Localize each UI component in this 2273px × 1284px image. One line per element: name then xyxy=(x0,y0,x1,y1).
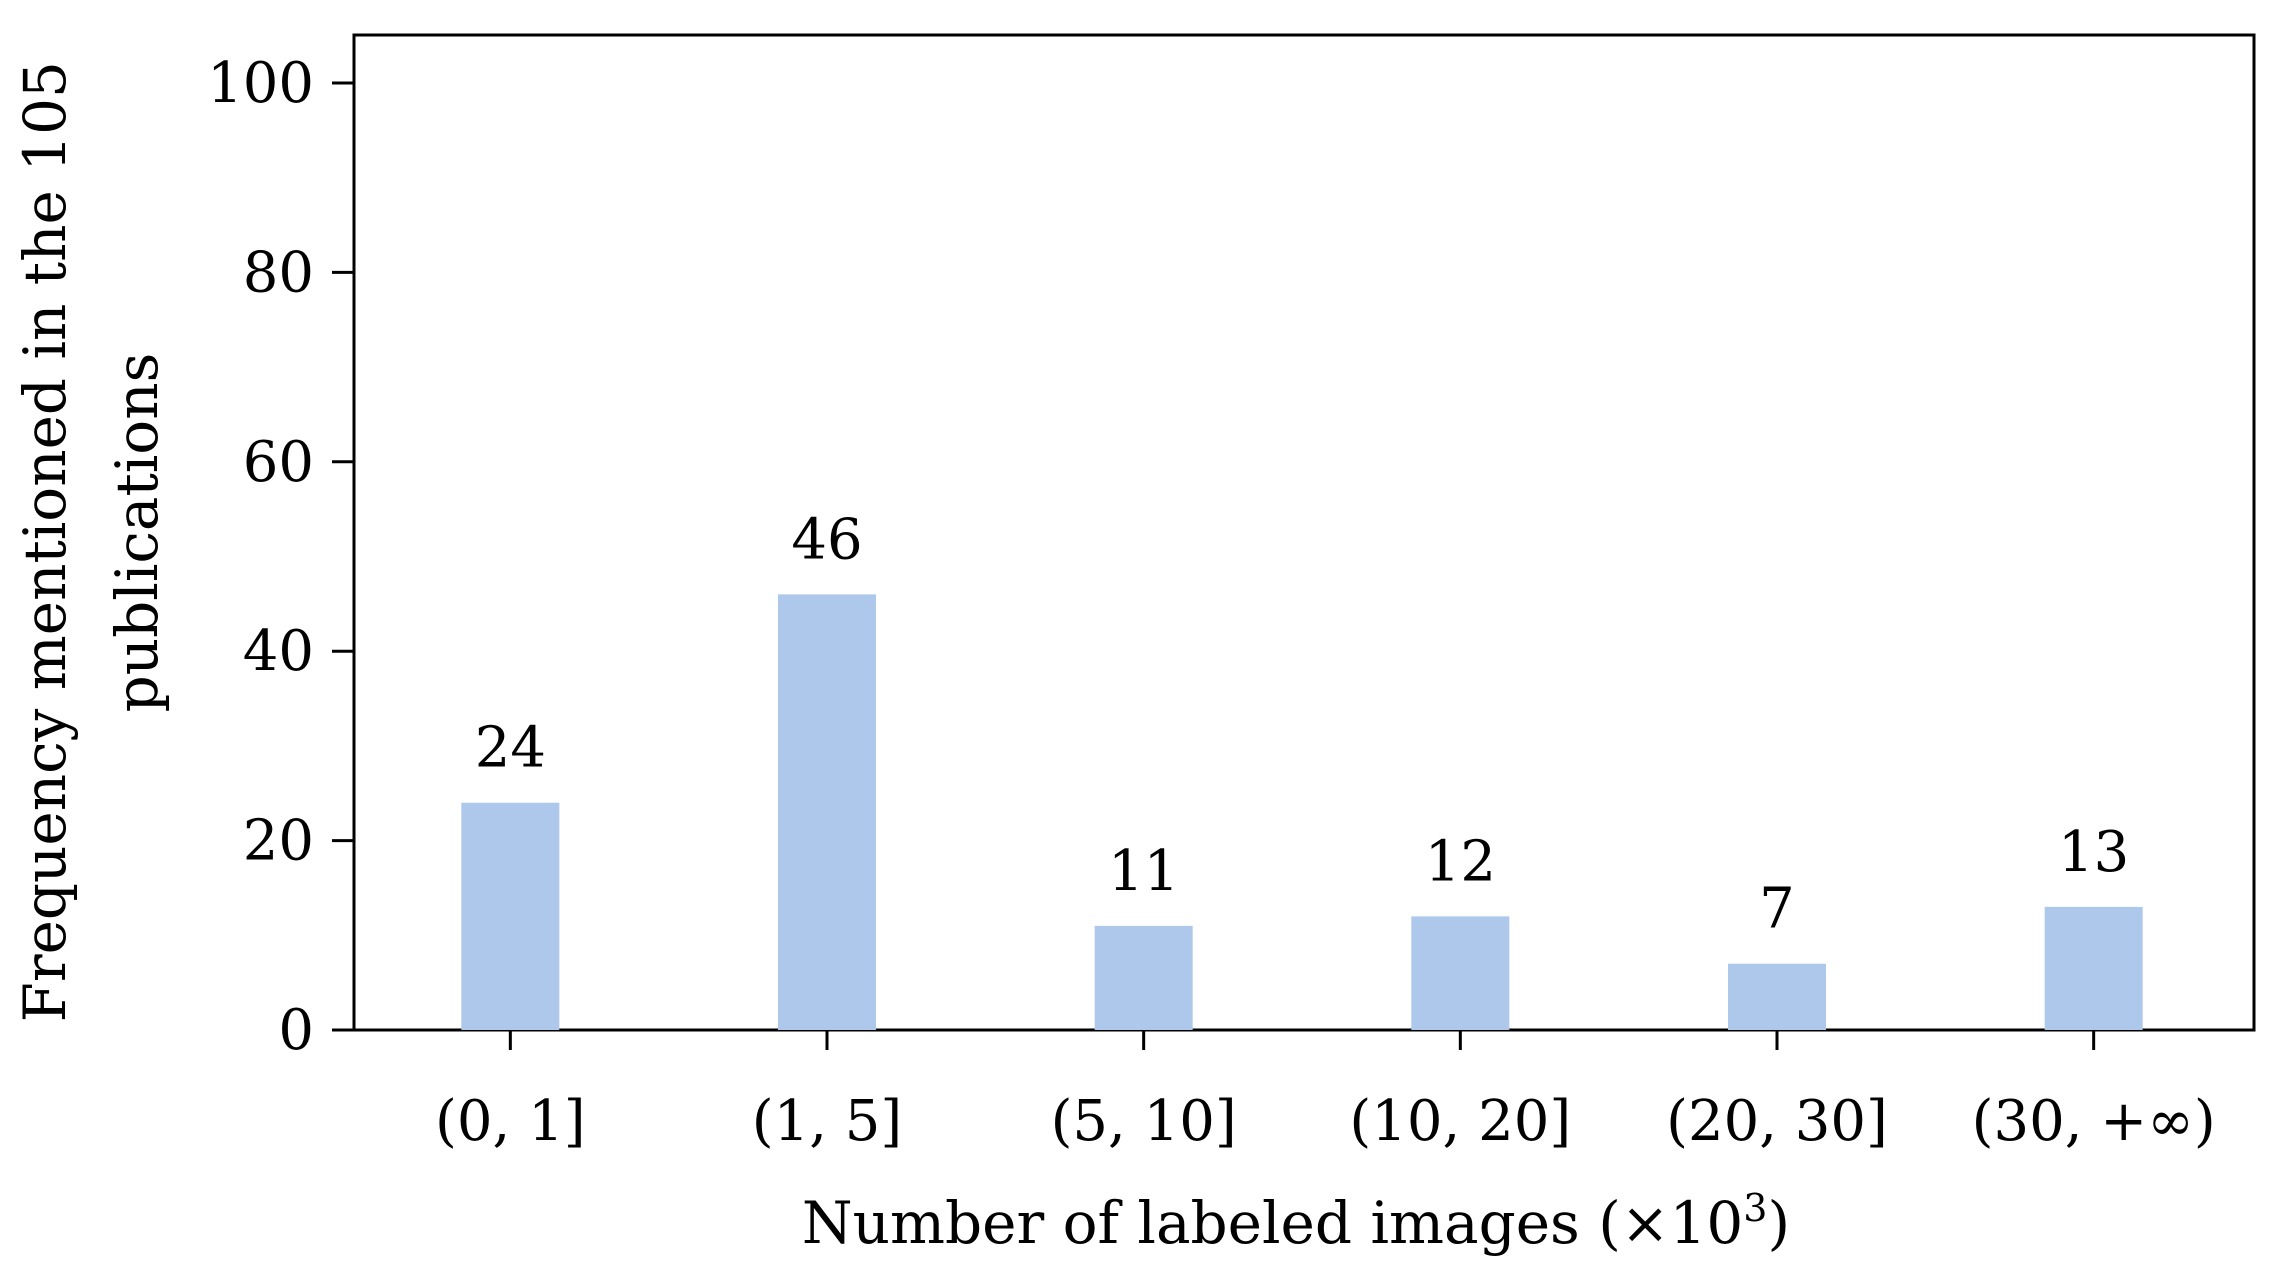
bar-value-label: 46 xyxy=(791,507,862,572)
bar xyxy=(1094,925,1193,1030)
bar-value-label: 7 xyxy=(1759,877,1795,942)
y-axis-title-line-1: Frequency mentioned in the 105 xyxy=(11,61,79,1022)
x-axis-title: Number of labeled images (×103) xyxy=(802,1186,1790,1257)
y-tick-label: 60 xyxy=(243,430,314,495)
x-tick-label: (5, 10] xyxy=(1051,1089,1237,1154)
x-axis-title-superscript: 3 xyxy=(1743,1186,1767,1230)
bars xyxy=(461,594,2143,1030)
x-tick-label: (20, 30] xyxy=(1666,1089,1888,1154)
y-tick-label: 80 xyxy=(243,240,314,305)
bar-value-label: 11 xyxy=(1108,839,1179,904)
bar xyxy=(461,802,560,1030)
x-axis: (0, 1] (1, 5] (5, 10] (10, 20] (20, 30] (30, … xyxy=(354,1028,2254,1154)
bar-value-label: 13 xyxy=(2058,820,2129,885)
x-tick-label: (30, +∞) xyxy=(1972,1089,2216,1154)
bar xyxy=(1728,963,1826,1030)
data-labels: 24 46 11 12 7 13 xyxy=(475,507,2130,941)
y-tick-label: 40 xyxy=(243,619,314,684)
bar xyxy=(1411,916,1510,1030)
x-tick-label: (1, 5] xyxy=(752,1089,903,1154)
bar xyxy=(2044,906,2143,1030)
y-axis: 0 20 40 60 80 100 xyxy=(207,51,354,1063)
bar xyxy=(778,594,876,1030)
x-axis-title-text: Number of labeled images (×10 xyxy=(802,1189,1743,1257)
plot-border xyxy=(352,33,2256,1032)
x-tick-label: (10, 20] xyxy=(1349,1089,1571,1154)
y-tick-label: 0 xyxy=(278,998,314,1063)
x-tick-label: (0, 1] xyxy=(435,1089,586,1154)
y-tick-label: 100 xyxy=(207,51,314,116)
bar-value-label: 24 xyxy=(475,716,546,781)
plot-frame xyxy=(352,33,2256,1032)
bar-value-label: 12 xyxy=(1425,829,1496,894)
x-axis-title-end: ) xyxy=(1767,1189,1790,1257)
y-axis-title: Frequency mentioned in the 105 publicati… xyxy=(11,43,171,1023)
y-tick-label: 20 xyxy=(243,809,314,874)
y-axis-title-line-2: publications xyxy=(103,353,171,713)
